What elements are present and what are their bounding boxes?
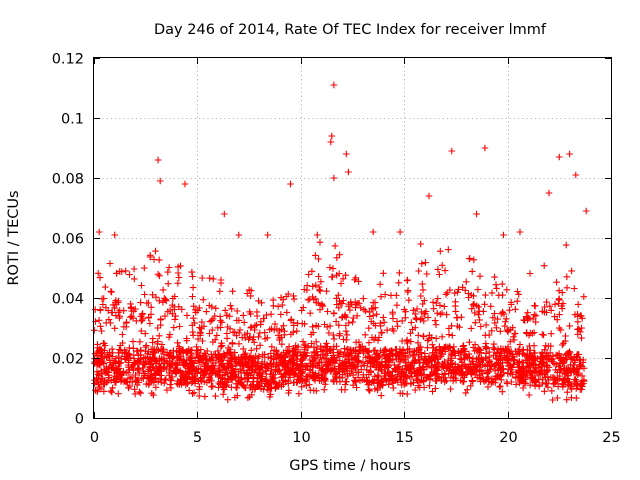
y-tick-label: 0.02 xyxy=(52,352,84,368)
y-tick-label: 0 xyxy=(75,412,84,428)
y-tick-label: 0.04 xyxy=(52,292,84,308)
plot-frame xyxy=(93,57,612,419)
axis-ticks xyxy=(94,58,612,419)
x-tick-label: 0 xyxy=(90,430,99,446)
scatter-markers xyxy=(91,81,590,404)
x-tick-label: 15 xyxy=(395,430,413,446)
y-tick-label: 0.06 xyxy=(52,232,84,248)
y-tick-label: 0.1 xyxy=(61,112,84,128)
chart-title: Day 246 of 2014, Rate Of TEC Index for r… xyxy=(154,22,547,38)
data-points xyxy=(91,81,590,404)
y-tick-labels: 0 0.02 0.04 0.06 0.08 0.1 0.12 xyxy=(52,52,84,428)
x-tick-labels: 0 5 10 15 20 25 xyxy=(90,430,621,446)
x-tick-label: 20 xyxy=(499,430,517,446)
x-tick-label: 10 xyxy=(292,430,310,446)
y-tick-label: 0.12 xyxy=(52,52,84,68)
x-axis-label: GPS time / hours xyxy=(289,458,410,474)
grid-lines xyxy=(94,58,611,418)
y-tick-label: 0.08 xyxy=(52,172,84,188)
x-tick-label: 5 xyxy=(193,430,202,446)
y-axis-label: ROTI / TECUs xyxy=(6,190,22,285)
x-tick-label: 25 xyxy=(602,430,620,446)
